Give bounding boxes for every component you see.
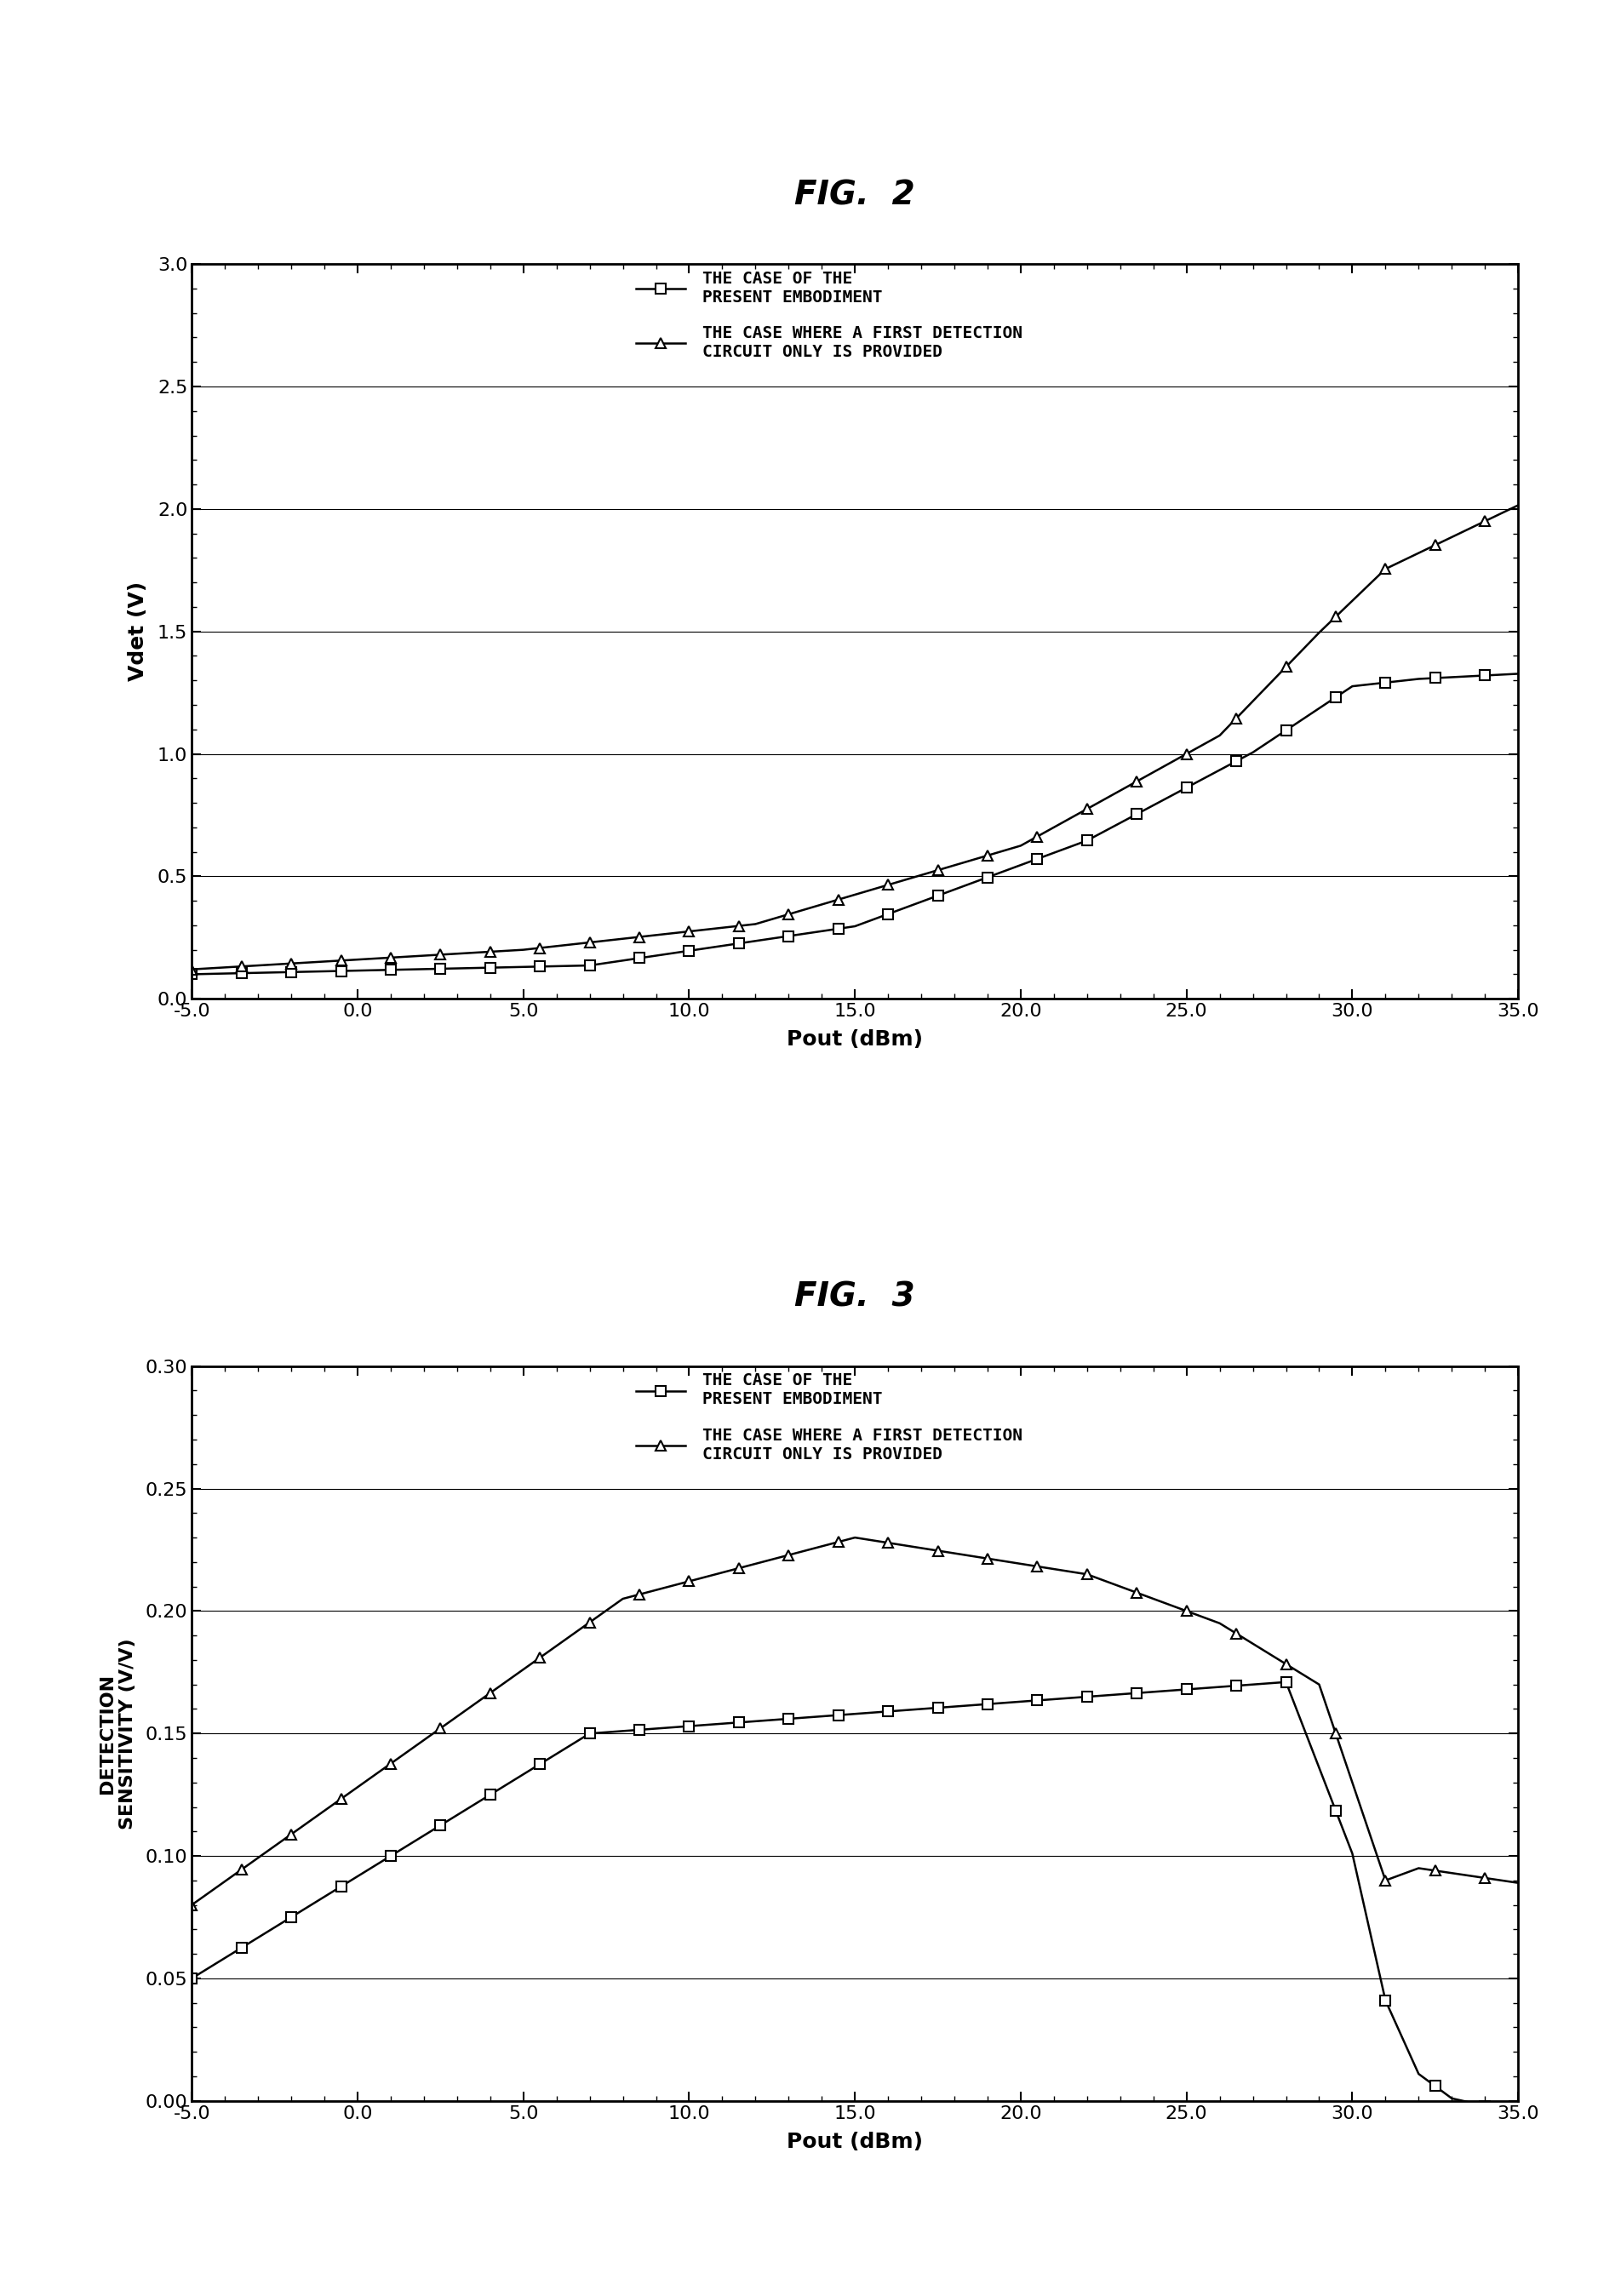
X-axis label: Pout (dBm): Pout (dBm) [786,2131,924,2151]
Text: FIG.  2: FIG. 2 [794,179,916,211]
X-axis label: Pout (dBm): Pout (dBm) [786,1029,924,1049]
Legend: THE CASE OF THE
PRESENT EMBODIMENT, THE CASE WHERE A FIRST DETECTION
CIRCUIT ONL: THE CASE OF THE PRESENT EMBODIMENT, THE … [630,1366,1029,1469]
Legend: THE CASE OF THE
PRESENT EMBODIMENT, THE CASE WHERE A FIRST DETECTION
CIRCUIT ONL: THE CASE OF THE PRESENT EMBODIMENT, THE … [630,264,1029,367]
Y-axis label: DETECTION
SENSITIVITY (V/V): DETECTION SENSITIVITY (V/V) [99,1637,136,1830]
Y-axis label: Vdet (V): Vdet (V) [128,581,149,682]
Text: FIG.  3: FIG. 3 [794,1281,916,1313]
